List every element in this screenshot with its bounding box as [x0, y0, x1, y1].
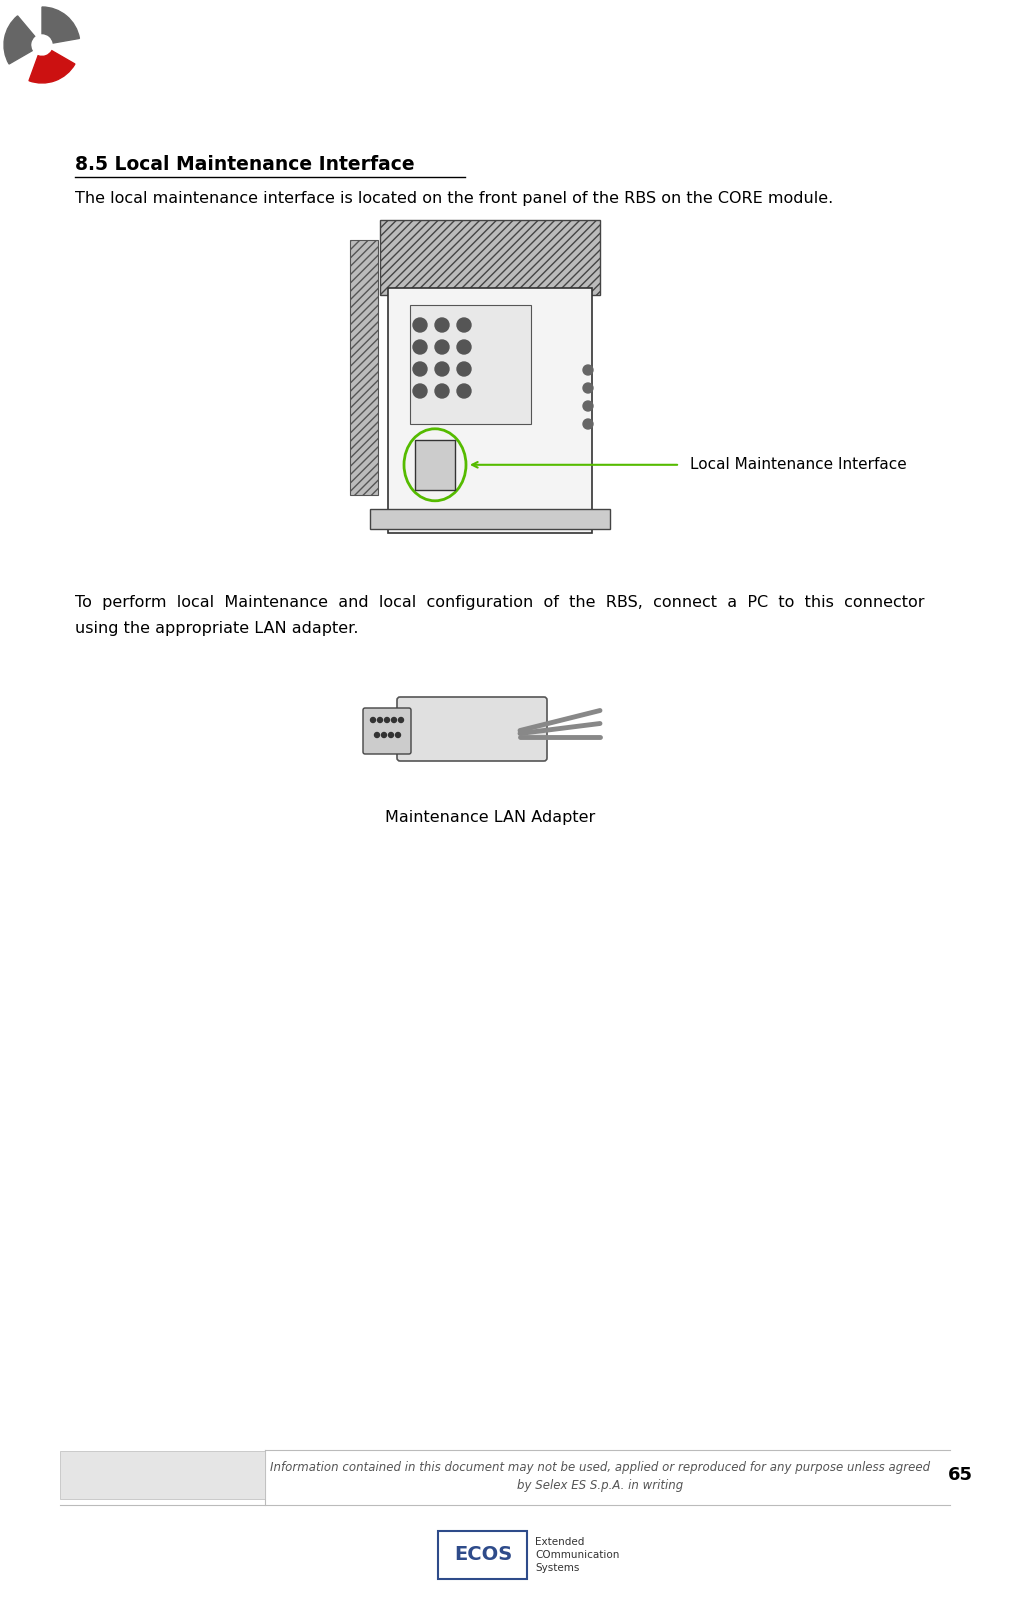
Wedge shape — [4, 16, 35, 64]
Wedge shape — [29, 51, 75, 83]
Circle shape — [435, 362, 449, 377]
Circle shape — [457, 362, 471, 377]
Text: The local maintenance interface is located on the front panel of the RBS on the : The local maintenance interface is locat… — [75, 191, 833, 207]
FancyBboxPatch shape — [380, 220, 600, 295]
Circle shape — [583, 401, 593, 410]
FancyBboxPatch shape — [370, 510, 610, 529]
Circle shape — [435, 385, 449, 398]
Wedge shape — [42, 6, 80, 43]
Circle shape — [398, 718, 403, 723]
Text: 65: 65 — [947, 1467, 972, 1484]
FancyBboxPatch shape — [397, 697, 547, 761]
Circle shape — [457, 340, 471, 354]
Text: Systems: Systems — [535, 1563, 579, 1573]
Circle shape — [385, 718, 389, 723]
Circle shape — [382, 733, 387, 737]
Text: Local Maintenance Interface: Local Maintenance Interface — [690, 457, 907, 473]
Text: by Selex ES S.p.A. in writing: by Selex ES S.p.A. in writing — [517, 1480, 683, 1492]
Circle shape — [414, 340, 427, 354]
Circle shape — [457, 317, 471, 332]
Circle shape — [395, 733, 400, 737]
Circle shape — [435, 340, 449, 354]
Circle shape — [378, 718, 383, 723]
Circle shape — [435, 317, 449, 332]
Text: Maintenance LAN Adapter: Maintenance LAN Adapter — [385, 810, 595, 826]
Circle shape — [583, 418, 593, 430]
Circle shape — [457, 385, 471, 398]
Circle shape — [414, 362, 427, 377]
Circle shape — [583, 365, 593, 375]
Circle shape — [389, 733, 393, 737]
FancyBboxPatch shape — [438, 1531, 527, 1579]
Circle shape — [414, 317, 427, 332]
Text: Information contained in this document may not be used, applied or reproduced fo: Information contained in this document m… — [270, 1462, 930, 1475]
Text: using the appropriate LAN adapter.: using the appropriate LAN adapter. — [75, 620, 358, 636]
Text: To  perform  local  Maintenance  and  local  configuration  of  the  RBS,  conne: To perform local Maintenance and local c… — [75, 595, 924, 611]
Circle shape — [391, 718, 396, 723]
FancyBboxPatch shape — [363, 709, 411, 753]
Circle shape — [583, 383, 593, 393]
Text: COmmunication: COmmunication — [535, 1550, 620, 1560]
Circle shape — [375, 733, 380, 737]
FancyBboxPatch shape — [388, 289, 592, 532]
FancyBboxPatch shape — [415, 439, 455, 491]
Circle shape — [371, 718, 376, 723]
FancyBboxPatch shape — [410, 305, 531, 425]
FancyBboxPatch shape — [60, 1451, 265, 1499]
FancyBboxPatch shape — [350, 240, 378, 495]
Text: Extended: Extended — [535, 1537, 584, 1547]
Text: ECOS: ECOS — [454, 1545, 513, 1565]
Circle shape — [414, 385, 427, 398]
Text: 8.5 Local Maintenance Interface: 8.5 Local Maintenance Interface — [75, 155, 415, 175]
Text: Selex ES S.p.A.: Selex ES S.p.A. — [75, 1468, 164, 1481]
